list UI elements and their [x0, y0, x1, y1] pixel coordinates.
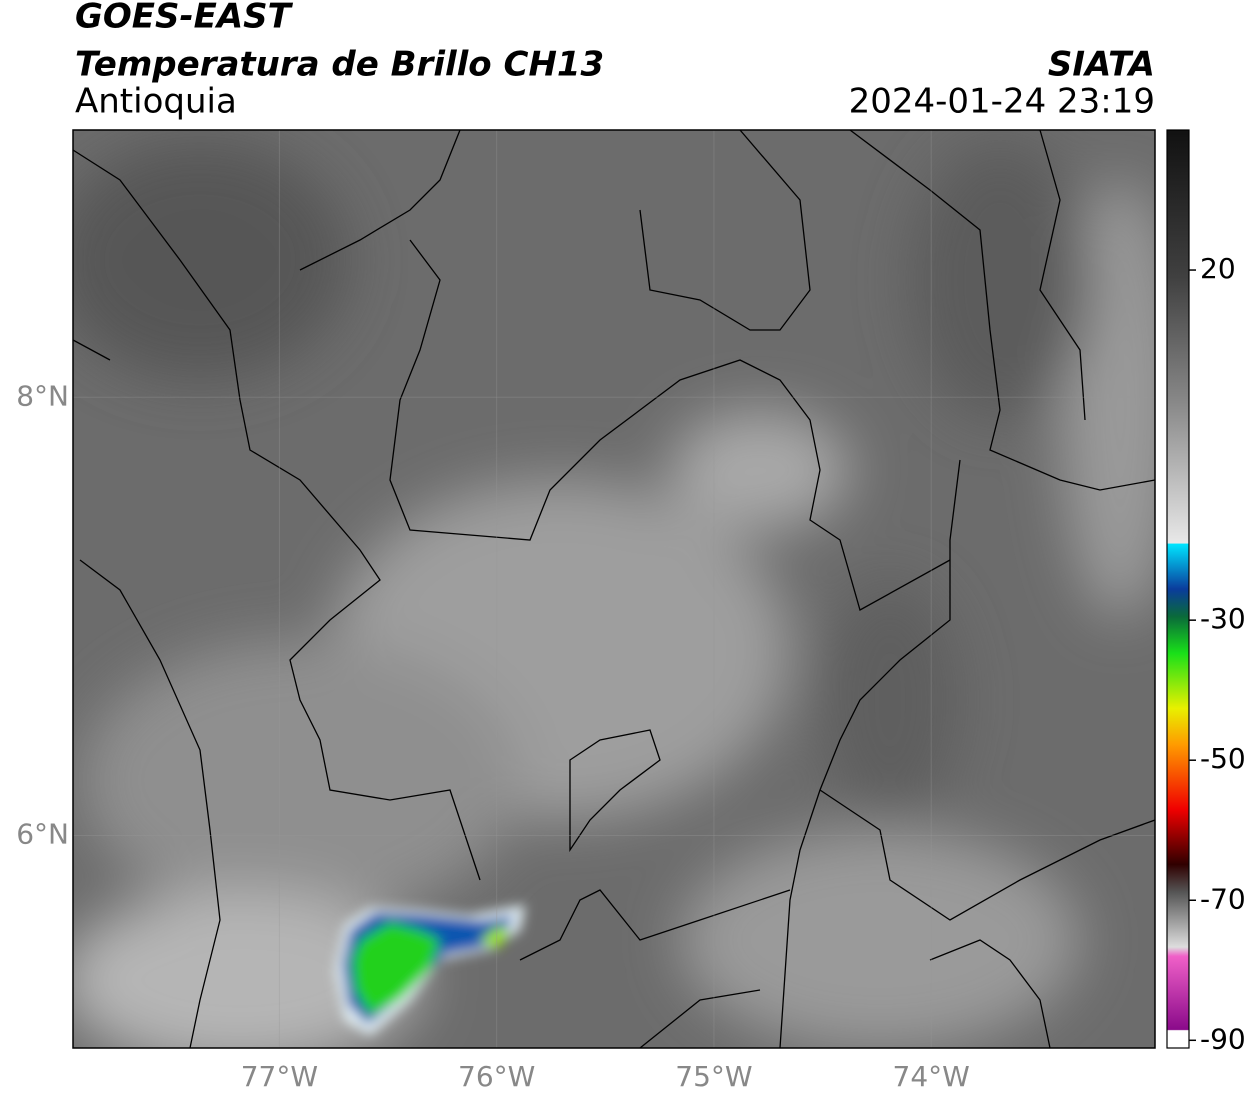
x-tick-label: 74°W: [893, 1060, 970, 1093]
agency: SIATA: [1048, 45, 1155, 85]
map-image: [73, 130, 1155, 1048]
borders: [73, 130, 1155, 1048]
region: Antioquia: [75, 82, 237, 122]
y-tick-label: 6°N: [16, 817, 69, 850]
x-tick-label: 77°W: [241, 1060, 318, 1093]
map-frame: [72, 129, 1156, 1049]
colorbar-tick-label: -30: [1200, 602, 1246, 635]
colorbar-tick-label: 20: [1200, 252, 1236, 285]
satellite-title: GOES-EAST: [75, 0, 294, 37]
colorbar-tick-label: -90: [1200, 1022, 1246, 1055]
colorbar-tick-label: -70: [1200, 882, 1246, 915]
datetime: 2024-01-24 23:19: [849, 82, 1155, 122]
x-tick-label: 75°W: [675, 1060, 752, 1093]
graticule: [73, 130, 1155, 1048]
colorbar-tick-label: -50: [1200, 742, 1246, 775]
product-title: Temperatura de Brillo CH13: [75, 45, 604, 85]
x-tick-label: 76°W: [458, 1060, 535, 1093]
colorbar: [1166, 129, 1190, 1049]
y-tick-label: 8°N: [16, 379, 69, 412]
